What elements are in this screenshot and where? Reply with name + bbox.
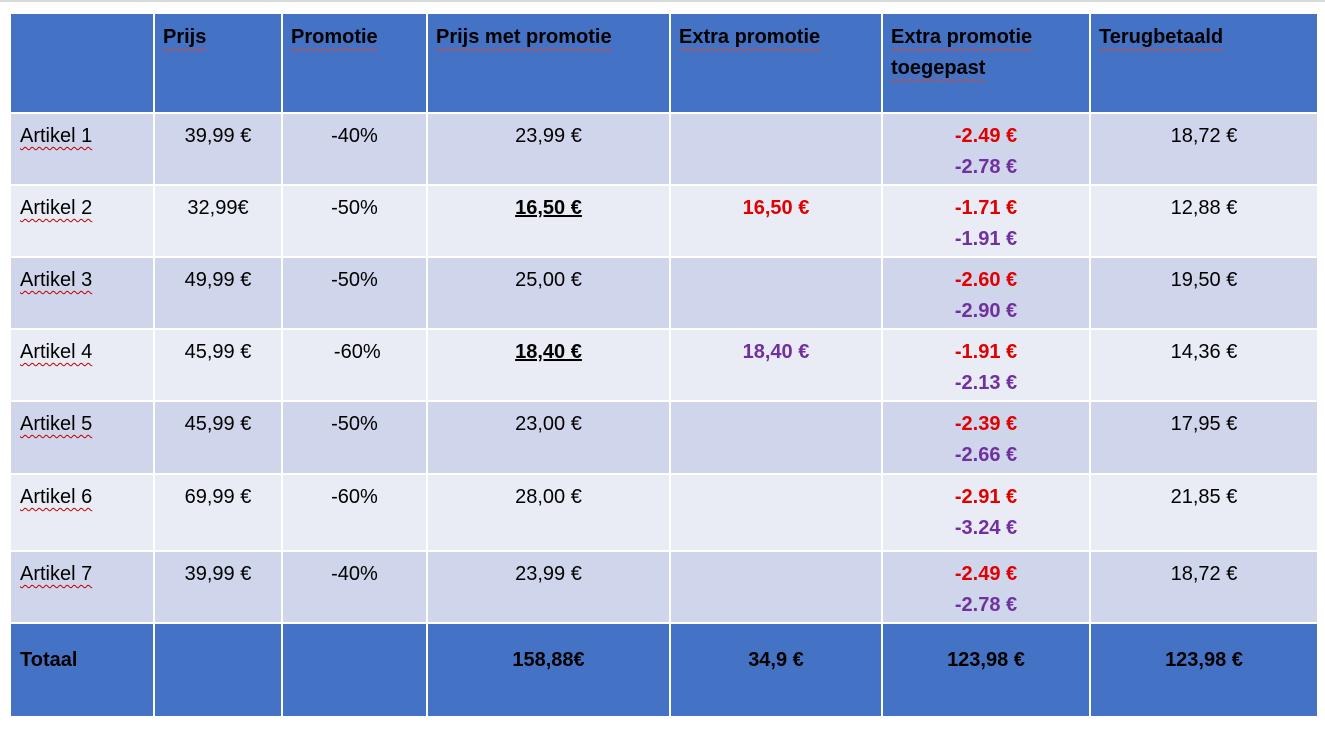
- total-terugbetaald-cell: 123,98 €: [1089, 622, 1319, 718]
- slide-top-border: [0, 0, 1325, 2]
- extra-promotie-toegepast-cell: -2.91 € -3.24 €: [881, 473, 1091, 552]
- extra-promotie-toegepast-cell: -1.71 € -1.91 €: [881, 184, 1091, 258]
- prijs-met-promotie-cell: 23,00 €: [426, 400, 671, 475]
- artikel-cell: Artikel 5: [9, 400, 155, 475]
- header-cell-promotie: Promotie: [281, 12, 428, 114]
- extra-promotie-cell: [669, 473, 883, 552]
- header-cell-empty: [9, 12, 155, 114]
- header-label: Promotie: [291, 26, 378, 48]
- extra-promotie-toegepast-cell: -2.60 € -2.90 €: [881, 256, 1091, 330]
- terugbetaald-cell: 19,50 €: [1089, 256, 1319, 330]
- terugbetaald-cell: 12,88 €: [1089, 184, 1319, 258]
- extra-promotie-cell: 18,40 €: [669, 328, 883, 402]
- total-label-cell: Totaal: [9, 622, 155, 718]
- extra-promotie-toegepast-cell: -2.49 € -2.78 €: [881, 550, 1091, 624]
- extra-promotie-cell: [669, 550, 883, 624]
- promotie-cell: -40%: [281, 550, 428, 624]
- prijs-cell: 45,99 €: [153, 328, 283, 402]
- prijs-met-promotie-cell: 23,99 €: [426, 550, 671, 624]
- table-row: Artikel 3 49,99 € -50% 25,00 € -2.60 € -2…: [9, 256, 1319, 330]
- terugbetaald-cell: 18,72 €: [1089, 112, 1319, 186]
- promotie-cell: -60%: [281, 328, 428, 402]
- extra-promotie-cell: [669, 256, 883, 330]
- table-row: Artikel 1 39,99 € -40% 23,99 € -2.49 € -2…: [9, 112, 1319, 186]
- artikel-cell: Artikel 1: [9, 112, 155, 186]
- prijs-cell: 39,99 €: [153, 112, 283, 186]
- prijs-met-promotie-cell: 23,99 €: [426, 112, 671, 186]
- total-promotie-cell: [281, 622, 428, 718]
- promotie-cell: -60%: [281, 473, 428, 552]
- table-row: Artikel 5 45,99 € -50% 23,00 € -2.39 € -2…: [9, 400, 1319, 475]
- extra-promotie-cell: [669, 112, 883, 186]
- header-label: Terugbetaald: [1099, 26, 1224, 48]
- extra-promotie-toegepast-cell: -1.91 € -2.13 €: [881, 328, 1091, 402]
- terugbetaald-cell: 21,85 €: [1089, 473, 1319, 552]
- prijs-met-promotie-cell: 28,00 €: [426, 473, 671, 552]
- promotie-cell: -50%: [281, 256, 428, 330]
- prijs-met-promotie-cell: 16,50 €: [426, 184, 671, 258]
- prijs-cell: 49,99 €: [153, 256, 283, 330]
- extra-promotie-cell: [669, 400, 883, 475]
- table-row: Artikel 6 69,99 € -60% 28,00 € -2.91 € -3…: [9, 473, 1319, 552]
- total-label: Totaal: [20, 649, 78, 671]
- promotie-cell: -40%: [281, 112, 428, 186]
- extra-promotie-cell: 16,50 €: [669, 184, 883, 258]
- terugbetaald-cell: 17,95 €: [1089, 400, 1319, 475]
- promotion-table: Prijs Promotie Prijs met promotie Extra …: [9, 12, 1319, 718]
- header-cell-extra-promotie: Extra promotie: [669, 12, 883, 114]
- total-prijs-met-promotie-cell: 158,88€: [426, 622, 671, 718]
- extra-promotie-toegepast-cell: -2.39 € -2.66 €: [881, 400, 1091, 475]
- artikel-cell: Artikel 6: [9, 473, 155, 552]
- header-label: Extra promotie toegepast: [891, 26, 1033, 79]
- artikel-cell: Artikel 7: [9, 550, 155, 624]
- table-row: Artikel 2 32,99€ -50% 16,50 € 16,50 € -1…: [9, 184, 1319, 258]
- terugbetaald-cell: 14,36 €: [1089, 328, 1319, 402]
- extra-promotie-toegepast-cell: -2.49 € -2.78 €: [881, 112, 1091, 186]
- header-row: Prijs Promotie Prijs met promotie Extra …: [9, 12, 1319, 114]
- prijs-cell: 45,99 €: [153, 400, 283, 475]
- total-prijs-cell: [153, 622, 283, 718]
- prijs-met-promotie-cell: 18,40 €: [426, 328, 671, 402]
- header-label: Prijs: [163, 26, 207, 48]
- header-cell-extra-promotie-toegepast: Extra promotie toegepast: [881, 12, 1091, 114]
- prijs-cell: 32,99€: [153, 184, 283, 258]
- total-extra-promotie-toegepast-cell: 123,98 €: [881, 622, 1091, 718]
- table-row: Artikel 7 39,99 € -40% 23,99 € -2.49 € -2…: [9, 550, 1319, 624]
- terugbetaald-cell: 18,72 €: [1089, 550, 1319, 624]
- total-extra-promotie-cell: 34,9 €: [669, 622, 883, 718]
- prijs-cell: 39,99 €: [153, 550, 283, 624]
- header-cell-prijs-met-promotie: Prijs met promotie: [426, 12, 671, 114]
- promotie-cell: -50%: [281, 184, 428, 258]
- artikel-cell: Artikel 2: [9, 184, 155, 258]
- promotie-cell: -50%: [281, 400, 428, 475]
- table-row: Artikel 4 45,99 € -60% 18,40 € 18,40 € -…: [9, 328, 1319, 402]
- header-label: Prijs met promotie: [436, 26, 612, 48]
- prijs-cell: 69,99 €: [153, 473, 283, 552]
- total-row: Totaal 158,88€ 34,9 € 123,98 € 123,98 €: [9, 622, 1319, 718]
- header-cell-prijs: Prijs: [153, 12, 283, 114]
- header-label: Extra promotie: [679, 26, 821, 48]
- header-cell-terugbetaald: Terugbetaald: [1089, 12, 1319, 114]
- prijs-met-promotie-cell: 25,00 €: [426, 256, 671, 330]
- artikel-cell: Artikel 3: [9, 256, 155, 330]
- artikel-cell: Artikel 4: [9, 328, 155, 402]
